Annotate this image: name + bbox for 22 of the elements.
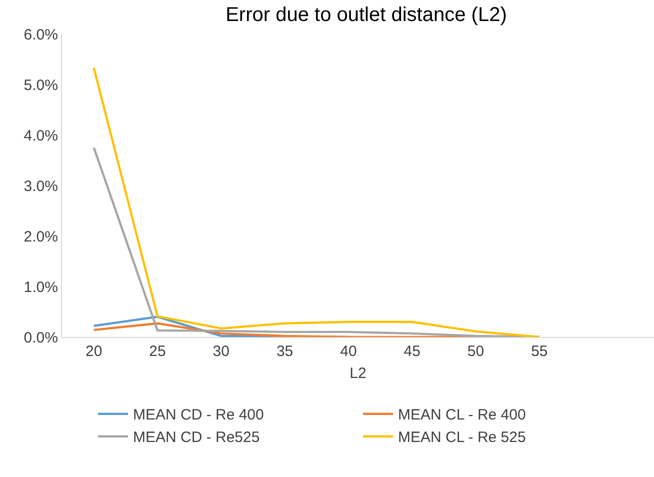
x-tick-label: 25	[149, 343, 166, 360]
x-tick-label: 45	[404, 343, 420, 360]
x-tick-label: 50	[467, 343, 484, 360]
legend-label: MEAN CD - Re 400	[133, 406, 264, 424]
x-tick-label: 35	[276, 343, 294, 360]
y-tick-label: 6.0%	[24, 26, 58, 44]
y-tick-label: 0.0%	[24, 329, 58, 346]
y-tick-label: 4.0%	[24, 127, 58, 144]
y-tick-label: 1.0%	[24, 278, 58, 296]
line-series	[92, 66, 541, 337]
legend-label: MEAN CD - Re525	[133, 429, 260, 446]
legend-label: MEAN CL - Re 400	[398, 406, 526, 424]
legend-label: MEAN CL - Re 525	[398, 429, 526, 446]
y-tick-label: 3.0%	[24, 178, 58, 195]
x-tick-label: 55	[531, 343, 548, 360]
x-tick-label: 20	[85, 343, 102, 360]
chart-title: Error due to outlet distance (L2)	[226, 4, 507, 26]
x-tick-label: 40	[340, 343, 357, 360]
x-tick-label: 30	[212, 343, 230, 360]
y-tick-label: 2.0%	[24, 228, 58, 246]
x-axis-title: L2	[350, 365, 366, 382]
y-tick-label: 5.0%	[24, 76, 58, 94]
